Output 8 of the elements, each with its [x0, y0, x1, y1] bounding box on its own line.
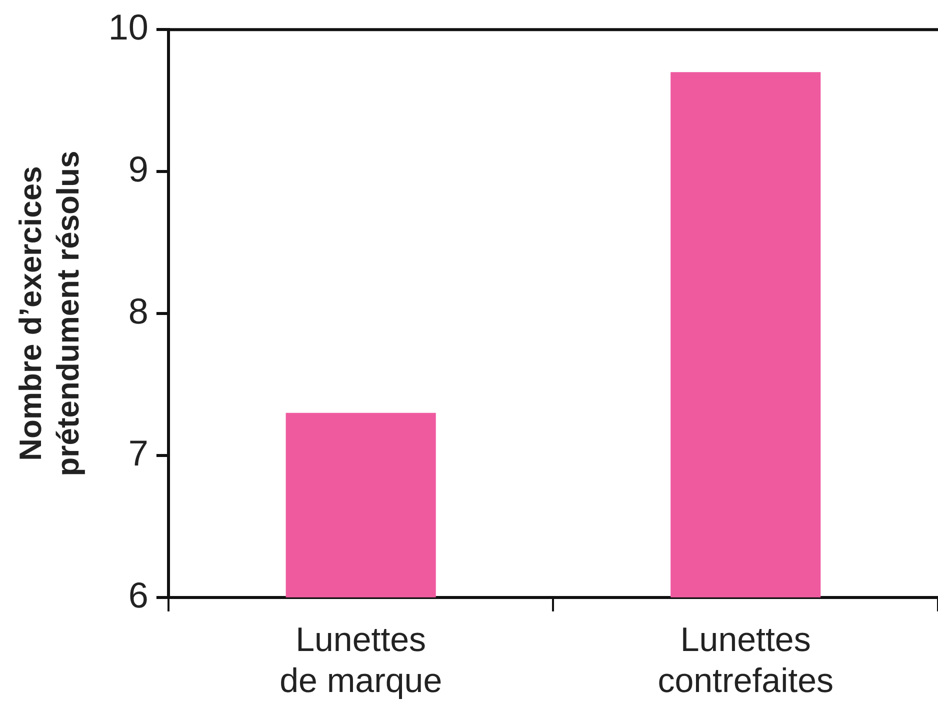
y-axis-title: Nombre d’exercices prétendument résolus: [13, 150, 86, 476]
y-tick-label: 7: [128, 432, 148, 474]
y-tick-label: 9: [128, 148, 148, 190]
y-tick-label: 10: [108, 6, 148, 48]
y-tick-label: 6: [128, 574, 148, 616]
x-tick-label: Lunettes de marque: [280, 621, 442, 700]
y-tick-label: 8: [128, 290, 148, 332]
x-tick-label: Lunettes contrefaites: [658, 621, 834, 700]
